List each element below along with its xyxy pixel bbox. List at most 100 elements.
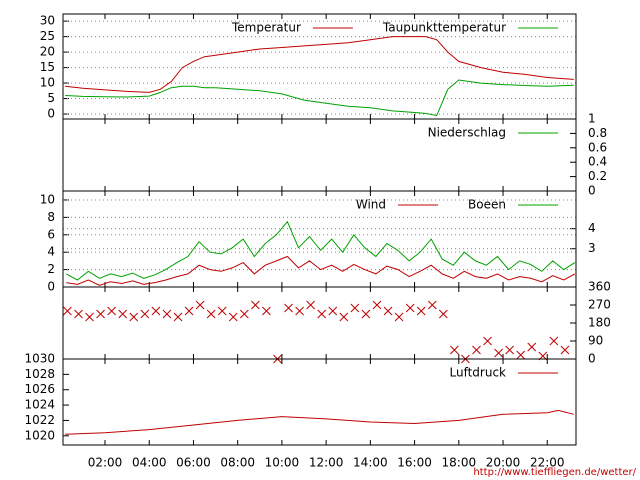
wind-direction-marker <box>372 300 382 310</box>
legend-label: Taupunkttemperatur <box>382 21 506 35</box>
x-tick-label: 12:00 <box>309 456 344 470</box>
y-tick-label: 2 <box>47 262 55 276</box>
y-tick-label: 10 <box>40 192 55 206</box>
wind-direction-marker <box>129 312 139 322</box>
y-tick-label: 4 <box>47 245 55 259</box>
wind-direction-marker <box>262 306 271 316</box>
wind-direction-marker <box>295 306 304 316</box>
wind-direction-marker <box>339 312 349 322</box>
wind-direction-marker <box>284 303 293 313</box>
wind-direction-marker <box>140 309 150 319</box>
wind-direction-marker <box>96 309 105 319</box>
series-line <box>66 220 576 281</box>
legend-label: Wind <box>356 198 386 212</box>
legend-label: Temperatur <box>231 21 301 35</box>
wind-direction-marker <box>228 312 238 322</box>
wind-direction-marker <box>405 303 415 313</box>
wind-direction-marker <box>217 306 227 316</box>
y-tick-label: 0.4 <box>588 155 607 169</box>
y-tick-label: 30 <box>40 14 55 28</box>
wind-direction-marker <box>472 345 481 355</box>
wind-direction-marker <box>173 312 183 322</box>
wind-direction-marker <box>251 300 260 310</box>
x-tick-label: 10:00 <box>265 456 300 470</box>
x-tick-label: 08:00 <box>220 456 255 470</box>
wind-direction-marker <box>317 309 327 319</box>
x-tick-label: 18:00 <box>442 456 477 470</box>
y-tick-label: 0 <box>47 280 55 294</box>
x-tick-label: 14:00 <box>353 456 388 470</box>
wind-direction-marker <box>151 306 161 316</box>
wind-direction-marker <box>394 312 404 322</box>
wind-direction-marker <box>516 350 526 360</box>
y-tick-label: 270 <box>588 298 611 312</box>
y-tick-label: 0.2 <box>588 169 607 183</box>
legend-label: Luftdruck <box>449 366 506 380</box>
wind-direction-marker <box>74 309 83 319</box>
wind-direction-marker <box>560 345 570 355</box>
wind-direction-marker <box>239 309 249 319</box>
wind-direction-marker <box>85 312 94 322</box>
y-tick-label: 5 <box>47 91 55 105</box>
y-tick-label: 1030 <box>24 352 55 366</box>
wind-direction-marker <box>350 303 360 313</box>
wind-direction-marker <box>107 306 117 316</box>
wind-direction-marker <box>361 309 371 319</box>
y-tick-label: 1022 <box>24 413 55 427</box>
y2-tick-label: 3 <box>588 241 596 255</box>
wind-direction-marker <box>450 345 459 355</box>
x-tick-label: 04:00 <box>132 456 167 470</box>
wind-direction-marker <box>328 306 338 316</box>
y-tick-label: 1 <box>588 112 596 126</box>
wind-direction-marker <box>118 309 128 319</box>
y-tick-label: 25 <box>40 29 55 43</box>
legend-label: Boeen <box>468 198 506 212</box>
wind-direction-marker <box>483 336 492 346</box>
y2-tick-label: 4 <box>588 221 596 235</box>
y-tick-label: 0.8 <box>588 126 607 140</box>
x-tick-label: 06:00 <box>176 456 211 470</box>
y-tick-label: 360 <box>588 280 611 294</box>
x-tick-label: 20:00 <box>486 456 521 470</box>
y-tick-label: 90 <box>588 334 603 348</box>
y-tick-label: 15 <box>40 60 55 74</box>
y-tick-label: 1028 <box>24 367 55 381</box>
y-tick-label: 0 <box>47 107 55 121</box>
series-line <box>65 409 574 435</box>
y-tick-label: 20 <box>40 45 55 59</box>
y-tick-label: 0 <box>588 352 596 366</box>
series-line <box>66 255 576 286</box>
y-tick-label: 0.6 <box>588 140 607 154</box>
wind-direction-marker <box>416 306 426 316</box>
y-tick-label: 6 <box>47 227 55 241</box>
y-tick-label: 180 <box>588 316 611 330</box>
y-tick-label: 0 <box>588 184 596 198</box>
x-tick-label: 02:00 <box>88 456 123 470</box>
legend-label: Niederschlag <box>428 126 506 140</box>
wind-direction-marker <box>306 300 316 310</box>
panel-frame <box>62 286 577 360</box>
series-line <box>65 79 574 117</box>
wind-direction-marker <box>383 306 393 316</box>
wind-direction-marker <box>162 309 172 319</box>
x-tick-label: 22:00 <box>530 456 565 470</box>
series-line <box>65 36 574 93</box>
y-tick-label: 1020 <box>24 428 55 442</box>
wind-direction-marker <box>63 306 72 316</box>
wind-direction-marker <box>505 345 515 355</box>
panel-frame <box>62 358 577 446</box>
wind-direction-marker <box>549 336 559 346</box>
x-tick-label: 16:00 <box>397 456 432 470</box>
wind-direction-marker <box>184 306 194 316</box>
wind-direction-marker <box>206 309 216 319</box>
wind-direction-marker <box>494 348 503 358</box>
y-tick-label: 1024 <box>24 398 55 412</box>
y-tick-label: 10 <box>40 76 55 90</box>
wind-direction-marker <box>427 300 437 310</box>
y-tick-label: 1026 <box>24 382 55 396</box>
wind-direction-marker <box>195 300 205 310</box>
source-url: http://www.tieffliegen.de/wetter/ <box>473 467 636 478</box>
wind-direction-marker <box>438 309 448 319</box>
y-tick-label: 8 <box>47 210 55 224</box>
